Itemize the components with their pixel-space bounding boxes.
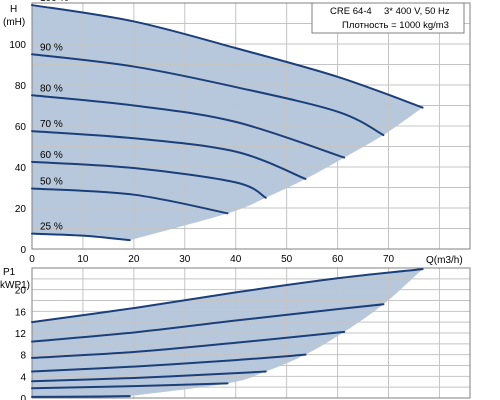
x-tick-label: 50 — [281, 254, 293, 265]
y-tick-label: 0 — [20, 394, 26, 400]
y-tick-label: 12 — [15, 329, 27, 340]
y-tick-label: 20 — [15, 286, 27, 297]
speed-curve — [31, 130, 307, 180]
speed-curve — [31, 268, 424, 324]
speed-curve — [31, 53, 385, 137]
head-xlabel: Q(m3/h) — [426, 255, 463, 266]
plot-frame — [31, 267, 471, 399]
curve-label: 25 % — [40, 222, 63, 233]
speed-curve — [31, 353, 307, 373]
power-ylabel-line1: P1 — [3, 267, 16, 278]
curve-label: 90 % — [40, 42, 63, 53]
speed-curve — [31, 160, 267, 199]
y-tick-label: 16 — [15, 307, 27, 318]
x-tick-label: 20 — [128, 254, 140, 265]
speed-curve — [31, 395, 131, 398]
y-tick-label: 40 — [15, 163, 27, 174]
x-tick-label: 30 — [179, 254, 191, 265]
y-tick-label: 80 — [15, 81, 27, 92]
curve-label: 80 % — [40, 83, 63, 94]
y-tick-label: 8 — [20, 351, 26, 362]
head-curve-plot: 100 % 90 % 80 % 70 % 60 % 50 % 25 % 0 20 40 60 80 10… — [9, 0, 471, 265]
legend-density: Плотность = 1000 kg/m3 — [342, 20, 449, 31]
x-tick-label: 60 — [332, 254, 344, 265]
plot-frame — [31, 2, 471, 250]
speed-curve — [31, 370, 267, 383]
legend-supply: 3* 400 V, 50 Hz — [384, 6, 450, 17]
speed-curve — [31, 382, 229, 390]
speed-curve — [31, 232, 131, 242]
speed-curve — [31, 94, 346, 159]
curve-label: 60 % — [40, 150, 63, 161]
x-tick-label: 0 — [29, 254, 35, 265]
y-tick-label: 20 — [15, 204, 27, 215]
y-tick-label: 60 — [15, 122, 27, 133]
x-tick-label: 40 — [230, 254, 242, 265]
curve-label: 50 % — [40, 177, 63, 188]
x-tick-label: 10 — [77, 254, 89, 265]
x-tick-label: 70 — [383, 254, 395, 265]
speed-curve — [31, 303, 385, 343]
y-tick-label: 0 — [20, 245, 26, 256]
legend-model: CRE 64-4 — [330, 6, 372, 17]
legend-frame — [311, 2, 465, 34]
legend-box: CRE 64-4 3* 400 V, 50 Hz Плотность = 100… — [311, 2, 465, 34]
speed-curve — [31, 187, 229, 215]
head-ylabel-line2: (mH) — [3, 17, 25, 28]
curve-label: 70 % — [40, 119, 63, 130]
head-ylabel-line1: H — [10, 4, 17, 15]
power-curve-plot: 0 4 8 12 16 20 — [15, 267, 471, 400]
y-tick-label: 4 — [20, 372, 26, 383]
speed-curve — [31, 330, 346, 359]
speed-curve — [31, 4, 424, 109]
y-tick-label: 100 — [9, 40, 26, 51]
curve-label: 100 % — [40, 0, 68, 4]
operating-envelope — [32, 5, 423, 241]
power-ylabel-line2: kWP1) — [0, 280, 30, 291]
